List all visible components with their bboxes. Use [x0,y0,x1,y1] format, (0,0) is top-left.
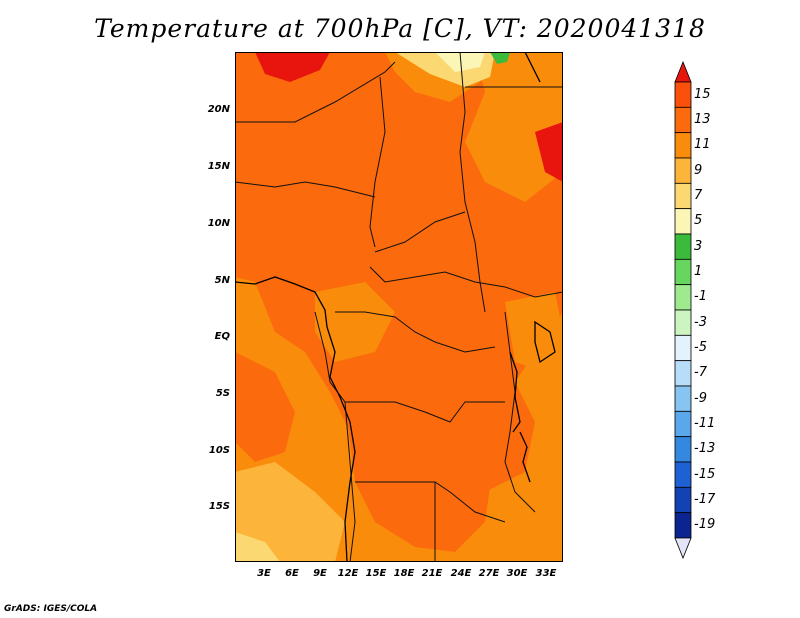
field-hot-nw [255,52,330,82]
lat-label: 20N [207,104,230,115]
colorbar-label: 15 [694,86,711,102]
chart-title: Temperature at 700hPa [C], VT: 202004131… [94,14,706,43]
lon-label: 21E [421,568,443,579]
field-hot-ne [535,122,563,182]
field-green-top [490,52,510,64]
colorbar-label: -11 [694,416,716,431]
lon-label: 27E [478,568,500,579]
colorbar-box [674,512,692,539]
credit-text: GrADS: IGES/COLA [4,604,98,614]
colorbar-box [674,106,692,134]
colorbar-box [674,258,692,286]
lon-label: 18E [393,568,415,579]
colorbar-box [674,284,692,311]
colorbar-top-arrow [674,60,692,83]
lon-label: 33E [535,568,557,579]
lat-label: EQ [214,331,230,342]
colorbar-label: 5 [694,213,703,229]
lat-label: 15N [207,161,230,172]
country-borders [235,52,563,562]
colorbar-label: 11 [694,137,711,153]
colorbar-label: 7 [694,188,703,203]
colorbar-box [674,233,692,260]
colorbar-label: 1 [694,264,703,279]
lon-label: 30E [506,568,528,579]
field-cool-center [315,282,395,362]
temperature-map [235,52,563,562]
map-border [235,52,563,562]
colorbar-label: -15 [694,466,716,482]
colorbar-box [674,132,692,159]
colorbar-label: -17 [694,492,716,507]
colorbar-label: 9 [694,162,703,178]
colorbar-label: 3 [694,238,703,254]
field-warm-north [235,52,563,492]
colorbar-label: -9 [694,390,707,406]
lon-label: 24E [450,568,472,579]
colorbar-box [674,208,692,235]
colorbar-box [674,410,692,438]
field-warm-south [345,402,495,552]
colorbar-box [674,360,692,387]
lat-label: 5S [215,388,230,399]
colorbar-bottom-arrow [674,537,692,560]
coastline [235,52,556,562]
colorbar-box [674,81,692,108]
colorbar-box [674,309,692,336]
lat-label: 10N [207,218,230,229]
colorbar-label: -5 [694,340,707,355]
colorbar-box [674,385,692,412]
lon-label: 3E [257,568,271,579]
field-mild-sw [235,532,280,562]
colorbar-box [674,157,692,184]
lon-label: 9E [313,568,327,579]
colorbar-label: -3 [694,314,707,330]
colorbar [674,60,692,560]
colorbar-label: -13 [694,441,716,457]
lat-label: 5N [214,275,230,286]
colorbar-label: -19 [694,517,716,533]
lat-label: 10S [208,445,230,456]
field-warm-west [235,352,295,462]
colorbar-label: -7 [694,365,707,381]
colorbar-box [674,461,692,488]
colorbar-label: -1 [694,289,707,305]
colorbar-box [674,182,692,210]
lat-label: 15S [208,501,230,512]
colorbar-box [674,334,692,362]
field-mild-top [435,52,485,72]
colorbar-box [674,486,692,514]
lon-label: 15E [365,568,387,579]
lon-label: 12E [337,568,359,579]
field-cool-east [505,292,563,372]
lon-label: 6E [285,568,299,579]
colorbar-box [674,436,692,463]
field-cool-sw [235,462,345,562]
colorbar-label: 13 [694,112,711,127]
